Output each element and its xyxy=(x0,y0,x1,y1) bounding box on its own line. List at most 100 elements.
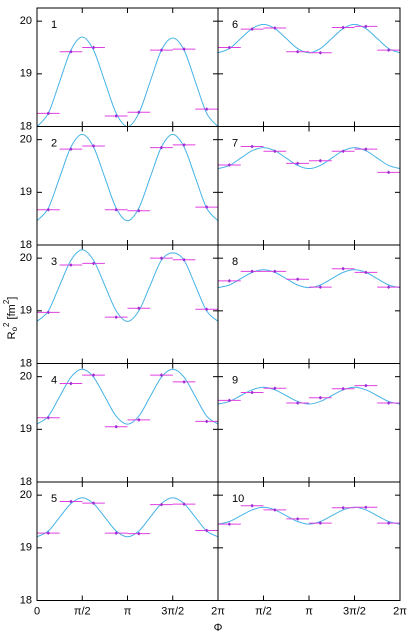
y-axis-label: Ro2 [fm2] xyxy=(2,297,19,340)
point xyxy=(273,270,277,273)
panel-label: 8 xyxy=(232,256,238,268)
point xyxy=(364,384,368,387)
point xyxy=(182,258,186,262)
point xyxy=(69,263,73,267)
point xyxy=(69,147,73,151)
point xyxy=(250,504,254,508)
point xyxy=(182,380,186,384)
panel-frame xyxy=(217,126,401,246)
fit-curve xyxy=(36,249,219,322)
point xyxy=(228,46,231,49)
point xyxy=(47,531,50,535)
point xyxy=(319,159,322,163)
point xyxy=(205,107,208,111)
y-tick-label: 20 xyxy=(20,134,32,146)
x-tick-label: 2π xyxy=(393,605,407,617)
point xyxy=(205,529,208,532)
point xyxy=(137,418,141,422)
point xyxy=(137,532,141,535)
point xyxy=(137,209,141,213)
panel-frame xyxy=(36,481,219,601)
point xyxy=(273,508,277,512)
fit-curve xyxy=(36,368,219,425)
y-tick-label: 20 xyxy=(20,489,32,501)
label-part: [fm xyxy=(6,304,18,322)
y-tick-label: 18 xyxy=(20,594,32,606)
panel-label: 4 xyxy=(51,374,57,386)
point xyxy=(160,146,163,149)
point xyxy=(92,501,95,505)
y-tick-label: 20 xyxy=(20,15,32,27)
fit-curve xyxy=(217,147,401,170)
point xyxy=(182,143,186,147)
fit-curve xyxy=(217,269,401,289)
point xyxy=(228,279,231,283)
point xyxy=(92,373,95,377)
x-tick-label: π xyxy=(305,605,313,617)
y-tick-label: 19 xyxy=(20,305,32,317)
fit-curve xyxy=(217,386,401,405)
fit-curve xyxy=(36,36,219,128)
point xyxy=(92,262,95,265)
point xyxy=(387,521,390,525)
label-part: ] xyxy=(6,297,18,300)
point xyxy=(114,208,118,212)
y-tick-label: 19 xyxy=(20,542,32,554)
point xyxy=(319,521,322,525)
panel-frame xyxy=(36,363,219,483)
point xyxy=(387,48,390,52)
y-tick-label: 19 xyxy=(20,186,32,198)
x-tick-label: 2π xyxy=(211,605,225,617)
point xyxy=(364,25,368,28)
point xyxy=(341,387,345,391)
point xyxy=(250,145,254,148)
point xyxy=(341,149,345,153)
x-tick-label: π xyxy=(124,605,132,617)
point xyxy=(273,26,277,30)
x-tick-label: 0 xyxy=(34,605,40,617)
point xyxy=(137,306,141,310)
point xyxy=(182,47,186,51)
y-tick-label: 18 xyxy=(20,476,32,488)
panel-frame xyxy=(36,244,219,364)
x-tick-label: π/2 xyxy=(255,605,272,617)
point xyxy=(114,114,118,118)
point xyxy=(273,149,277,153)
point xyxy=(387,401,390,405)
panel-label: 10 xyxy=(232,493,244,505)
point xyxy=(47,311,50,314)
point xyxy=(387,285,390,289)
panel-frame xyxy=(217,7,401,127)
y-tick-label: 19 xyxy=(20,423,32,435)
point xyxy=(364,271,368,274)
point xyxy=(250,27,254,31)
panel-label: 3 xyxy=(51,256,57,268)
x-tick-label: 3π/2 xyxy=(161,605,184,617)
y-tick-label: 18 xyxy=(20,239,32,251)
point xyxy=(205,420,208,423)
point xyxy=(341,26,345,29)
point xyxy=(319,51,322,55)
point xyxy=(364,147,368,151)
panel-label: 5 xyxy=(51,493,57,505)
point xyxy=(387,171,390,174)
panel-label: 1 xyxy=(51,19,57,31)
point xyxy=(92,144,95,148)
point xyxy=(341,267,345,271)
point xyxy=(205,205,208,209)
point xyxy=(114,315,118,319)
panel-label: 2 xyxy=(51,137,57,149)
point xyxy=(296,162,299,165)
y-tick-label: 20 xyxy=(20,371,32,383)
point xyxy=(92,46,95,49)
label-sub: o xyxy=(10,326,19,331)
panel-frame xyxy=(217,363,401,483)
point xyxy=(250,391,254,394)
panel-frame xyxy=(217,244,401,364)
y-tick-label: 18 xyxy=(20,120,32,132)
x-tick-label: 3π/2 xyxy=(343,605,366,617)
point xyxy=(160,373,163,377)
point xyxy=(341,506,345,510)
point xyxy=(319,285,322,289)
